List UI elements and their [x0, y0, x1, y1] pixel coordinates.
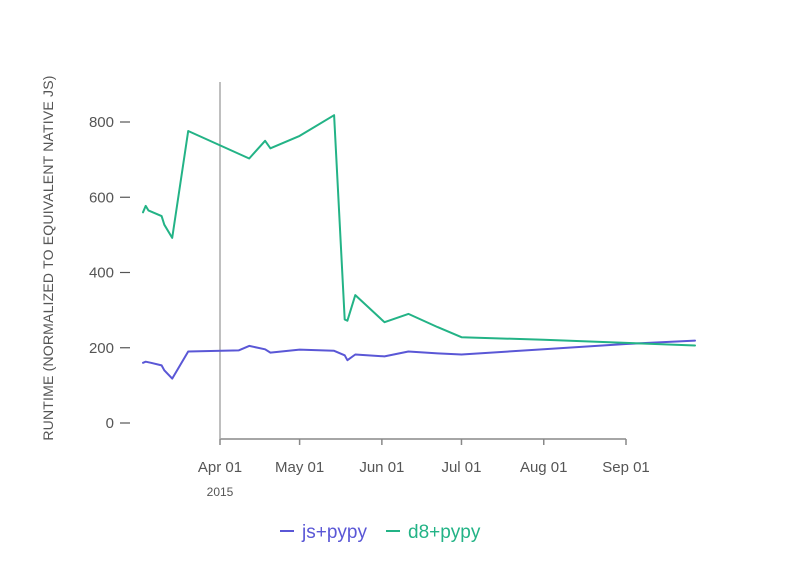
x-axis: Apr 01 May 01 Jun 01 Jul 01 Aug 01 Sep 01 2015 — [198, 82, 650, 499]
x-tick-label: May 01 — [275, 459, 324, 476]
x-tick-label: Aug 01 — [520, 459, 568, 476]
series-line-js-pypy — [142, 339, 696, 380]
y-tick-label: 200 — [89, 340, 114, 357]
y-axis-title: RUNTIME (NORMALIZED TO EQUIVALENT NATIVE… — [40, 75, 56, 440]
y-tick-label: 800 — [89, 114, 114, 131]
x-tick-label: Jul 01 — [441, 459, 481, 476]
y-axis: 0 200 400 600 800 — [89, 114, 130, 432]
x-tick-label: Sep 01 — [602, 459, 650, 476]
y-tick-label: 400 — [89, 265, 114, 282]
legend: js+pypy d8+pypy — [280, 522, 481, 543]
series-layer — [142, 114, 696, 380]
legend-label: js+pypy — [301, 522, 367, 543]
y-tick-label: 0 — [106, 415, 114, 432]
y-tick-label: 600 — [89, 189, 114, 206]
x-year-label: 2015 — [207, 485, 234, 499]
series-line-d8-pypy — [142, 114, 696, 347]
legend-label: d8+pypy — [408, 522, 481, 543]
x-tick-label: Jun 01 — [359, 459, 404, 476]
x-tick-label: Apr 01 — [198, 459, 242, 476]
